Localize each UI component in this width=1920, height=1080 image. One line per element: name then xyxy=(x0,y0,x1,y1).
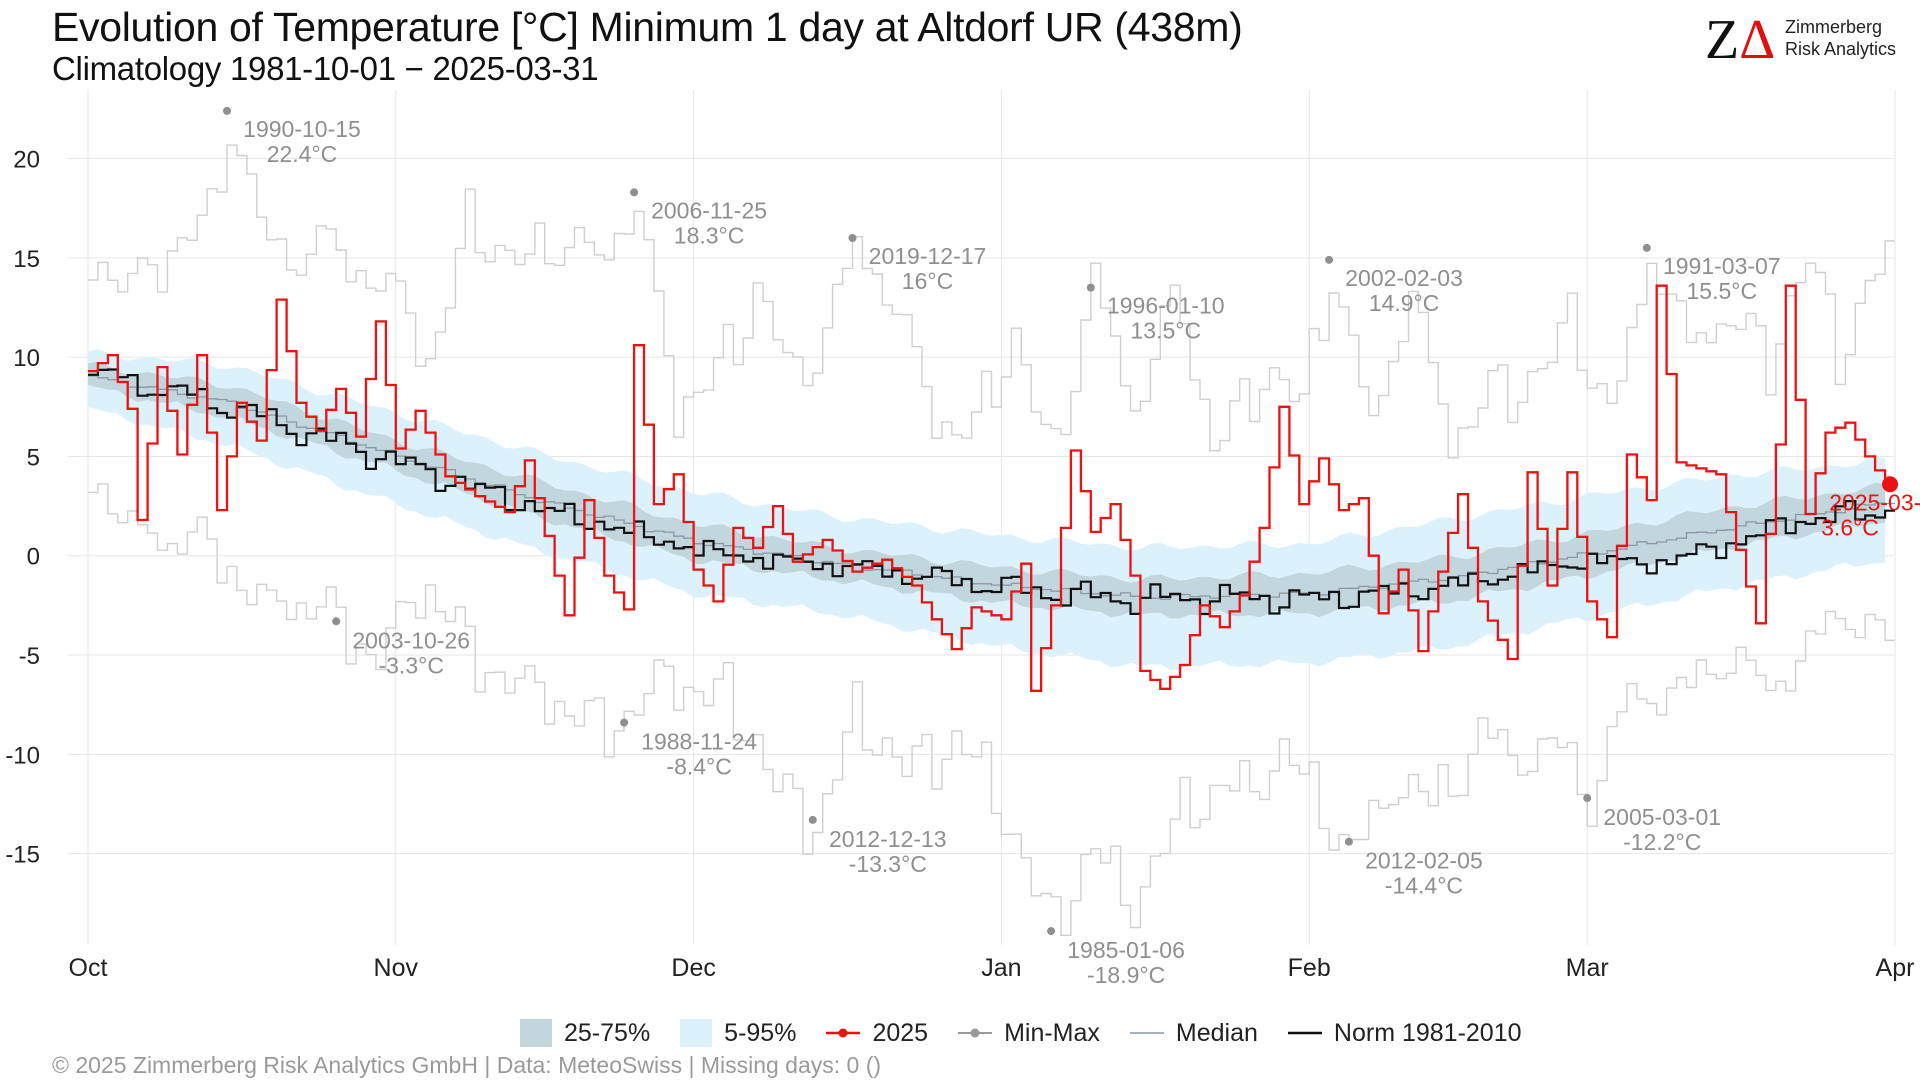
y-tick-label: 0 xyxy=(27,544,40,571)
record-date-label: 1991-03-07 xyxy=(1663,253,1781,279)
logo-mark: ZΔ xyxy=(1705,9,1776,71)
record-date-label: 1996-01-10 xyxy=(1107,293,1225,319)
record-date-label: 2005-03-01 xyxy=(1603,804,1721,830)
record-point xyxy=(332,617,341,626)
legend-line-minmax xyxy=(958,1028,993,1038)
legend-item-year: 2025 xyxy=(826,1019,928,1048)
record-date-label: 2003-10-26 xyxy=(352,627,470,653)
legend-item-iqr: 25-75% xyxy=(520,1019,650,1048)
record-point xyxy=(1583,794,1592,803)
record-point xyxy=(223,106,231,115)
record-point xyxy=(1642,243,1651,252)
record-point xyxy=(620,718,629,727)
percentile-bands xyxy=(88,349,1886,670)
record-point xyxy=(1047,927,1056,936)
legend-label-minmax: Min-Max xyxy=(1004,1018,1100,1047)
legend-line-median xyxy=(1129,1032,1164,1034)
copyright-caption: © 2025 Zimmerberg Risk Analytics GmbH | … xyxy=(52,1052,882,1078)
record-point xyxy=(1325,255,1334,264)
legend-line-year xyxy=(826,1028,861,1038)
legend-label-median: Median xyxy=(1175,1018,1258,1047)
logo-text: Zimmerberg Risk Analytics xyxy=(1785,16,1896,60)
series-2025-line xyxy=(88,284,1895,692)
legend-line-norm xyxy=(1287,1031,1322,1035)
series-lines xyxy=(88,144,1899,936)
legend-item-median: Median xyxy=(1129,1018,1258,1048)
x-tick-label: Nov xyxy=(374,954,419,982)
legend-swatch-p90 xyxy=(680,1019,713,1047)
y-tick-label: 5 xyxy=(27,444,40,471)
record-date-label: 1990-10-15 xyxy=(243,116,361,142)
record-date-label: 2002-02-03 xyxy=(1345,265,1463,291)
last-value-date-label: 2025-03-31 xyxy=(1829,489,1920,515)
series-norm-line xyxy=(88,368,1895,616)
record-date-label: 2019-12-17 xyxy=(869,243,987,269)
record-value-label: -8.4°C xyxy=(666,754,731,780)
y-tick-label: -5 xyxy=(19,643,40,670)
band-5-95 xyxy=(88,349,1886,670)
record-date-label: 1988-11-24 xyxy=(641,729,757,755)
record-date-label: 2012-02-05 xyxy=(1365,848,1483,874)
x-tick-label: Oct xyxy=(69,954,108,982)
record-value-label: 14.9°C xyxy=(1369,290,1440,316)
chart-subtitle: Climatology 1981-10-01 − 2025-03-31 xyxy=(52,50,599,87)
legend-item-norm: Norm 1981-2010 xyxy=(1287,1018,1522,1048)
record-date-label: 2006-11-25 xyxy=(651,197,767,223)
legend-item-minmax: Min-Max xyxy=(958,1019,1100,1048)
record-value-label: -13.3°C xyxy=(849,851,927,877)
legend: 25-75% 5-95% 2025 Min-Max Median Norm 19… xyxy=(520,1016,1552,1050)
record-value-label: 15.5°C xyxy=(1686,278,1757,304)
last-value-marker xyxy=(1882,476,1899,493)
y-tick-label: -10 xyxy=(5,742,40,769)
record-value-label: 18.3°C xyxy=(674,222,745,248)
record-date-label: 1985-01-06 xyxy=(1067,937,1185,963)
logo-line-2: Risk Analytics xyxy=(1785,39,1897,59)
x-tick-label: Dec xyxy=(671,954,715,982)
legend-label-iqr: 25-75% xyxy=(564,1018,651,1047)
record-value-label: -14.4°C xyxy=(1385,873,1463,899)
legend-label-year: 2025 xyxy=(872,1018,929,1047)
x-tick-label: Apr xyxy=(1876,954,1915,982)
x-tick-label: Feb xyxy=(1288,954,1331,982)
legend-label-p90: 5-95% xyxy=(724,1018,797,1047)
record-value-label: -12.2°C xyxy=(1623,829,1701,855)
series-min-line xyxy=(88,483,1895,936)
x-axis: Oct Nov Dec Jan Feb Mar Apr xyxy=(69,954,1915,982)
company-logo: ZΔ Zimmerberg Risk Analytics xyxy=(1705,10,1905,70)
record-point xyxy=(808,815,817,824)
record-value-label: 22.4°C xyxy=(267,141,338,167)
record-value-label: -18.9°C xyxy=(1087,962,1165,988)
x-tick-label: Jan xyxy=(981,954,1021,982)
y-tick-label: 15 xyxy=(13,246,40,273)
y-tick-label: 20 xyxy=(13,147,40,174)
legend-item-p90: 5-95% xyxy=(680,1019,796,1048)
band-25-75 xyxy=(88,361,1886,619)
chart-title: Evolution of Temperature [°C] Minimum 1 … xyxy=(52,4,1243,50)
x-tick-label: Mar xyxy=(1566,954,1609,982)
record-value-label: 13.5°C xyxy=(1130,318,1201,344)
last-value-temp-label: 3.6°C xyxy=(1821,514,1879,540)
record-point xyxy=(630,188,639,197)
y-tick-label: -15 xyxy=(5,842,40,869)
record-point xyxy=(1344,837,1353,846)
record-date-label: 2012-12-13 xyxy=(829,826,947,852)
legend-swatch-iqr xyxy=(520,1019,552,1047)
logo-line-1: Zimmerberg xyxy=(1785,17,1883,37)
y-tick-label: 10 xyxy=(13,345,40,372)
record-point xyxy=(1086,283,1095,292)
record-point xyxy=(848,233,857,242)
y-axis: 20 15 10 5 0 -5 -10 -15 xyxy=(5,147,40,869)
record-value-label: -3.3°C xyxy=(378,652,443,678)
record-value-label: 16°C xyxy=(902,268,953,294)
legend-label-norm: Norm 1981-2010 xyxy=(1333,1018,1522,1047)
series-max-line xyxy=(88,144,1895,459)
